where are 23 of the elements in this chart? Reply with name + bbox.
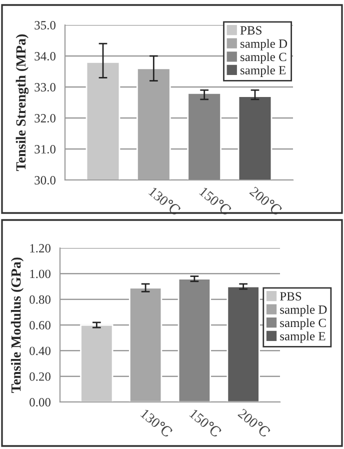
y-tick-label: 31.0 [34, 145, 56, 154]
y-tick-label: 1.20 [30, 244, 50, 253]
y-tick-label: 0.40 [30, 346, 50, 356]
y-tick-label: 0.60 [30, 321, 50, 330]
legend-label: sample C [280, 318, 326, 330]
y-axis-title: Tensile Modulus (GPa) [10, 258, 24, 393]
y-tick-label: 30.0 [34, 176, 56, 185]
legend-label: sample E [280, 332, 326, 343]
legend-label: PBS [240, 26, 262, 35]
legend-label: PBS [280, 292, 302, 301]
y-axis-title: Tensile Strength (MPa) [16, 34, 29, 171]
y-tick-label: 35.0 [34, 21, 56, 30]
y-tick-label: 1.00 [30, 270, 50, 278]
y-tick-label: 32.0 [34, 114, 56, 123]
y-tick-label: 0.80 [30, 295, 50, 304]
legend-label: sample C [240, 52, 286, 64]
legend-label: sample E [240, 66, 286, 77]
legend-label: sample D [240, 39, 288, 50]
y-tick-label: 0.20 [30, 372, 50, 381]
legend-label: sample D [280, 305, 327, 316]
y-tick-label: 33.0 [34, 83, 56, 92]
y-tick-label: 0.00 [30, 398, 50, 407]
y-tick-label: 34.0 [34, 52, 56, 61]
